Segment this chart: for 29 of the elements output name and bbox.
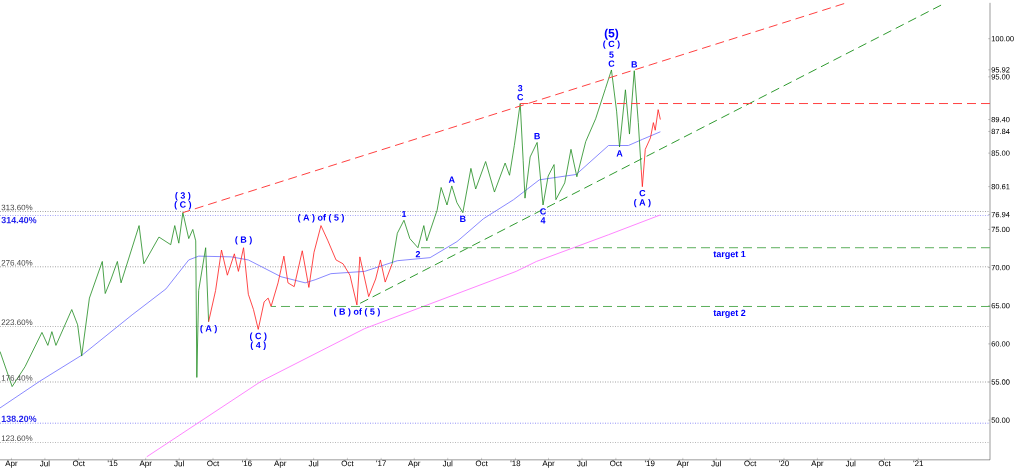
- annotation: target 1: [713, 250, 746, 260]
- annotation: ( A ) of ( 5 ): [298, 214, 344, 223]
- annotation: ( C ): [174, 201, 192, 210]
- annotation: (5): [604, 28, 619, 40]
- annotation: C: [517, 93, 524, 101]
- annotation: A: [448, 176, 455, 183]
- annotation: C: [639, 189, 646, 197]
- annotation: 5: [609, 51, 614, 58]
- annotation: target 2: [713, 309, 746, 318]
- annotation: C: [540, 208, 547, 215]
- annotation: 4: [540, 217, 546, 224]
- annotation: C: [608, 60, 615, 67]
- annotation: ( B ): [235, 236, 252, 245]
- annotation: ( 3 ): [175, 192, 191, 201]
- annotation: 2: [415, 250, 421, 258]
- annotation: ( A ): [634, 198, 651, 208]
- annotation: ( 4 ): [250, 341, 266, 350]
- annotation: B: [460, 215, 466, 223]
- annotation: ( B ) of ( 5 ): [333, 308, 380, 317]
- annotation: 1: [402, 210, 407, 218]
- annotation: B: [631, 61, 638, 68]
- annotation: 3: [517, 84, 523, 92]
- annotation: ( C ): [249, 332, 267, 341]
- annotation: ( C ): [603, 40, 620, 49]
- annotation: ( A ): [200, 324, 217, 334]
- annotation: B: [534, 133, 540, 140]
- annotation: A: [616, 150, 623, 157]
- annotation: 138.20%: [1, 415, 37, 422]
- annotation: 314.40%: [1, 216, 37, 224]
